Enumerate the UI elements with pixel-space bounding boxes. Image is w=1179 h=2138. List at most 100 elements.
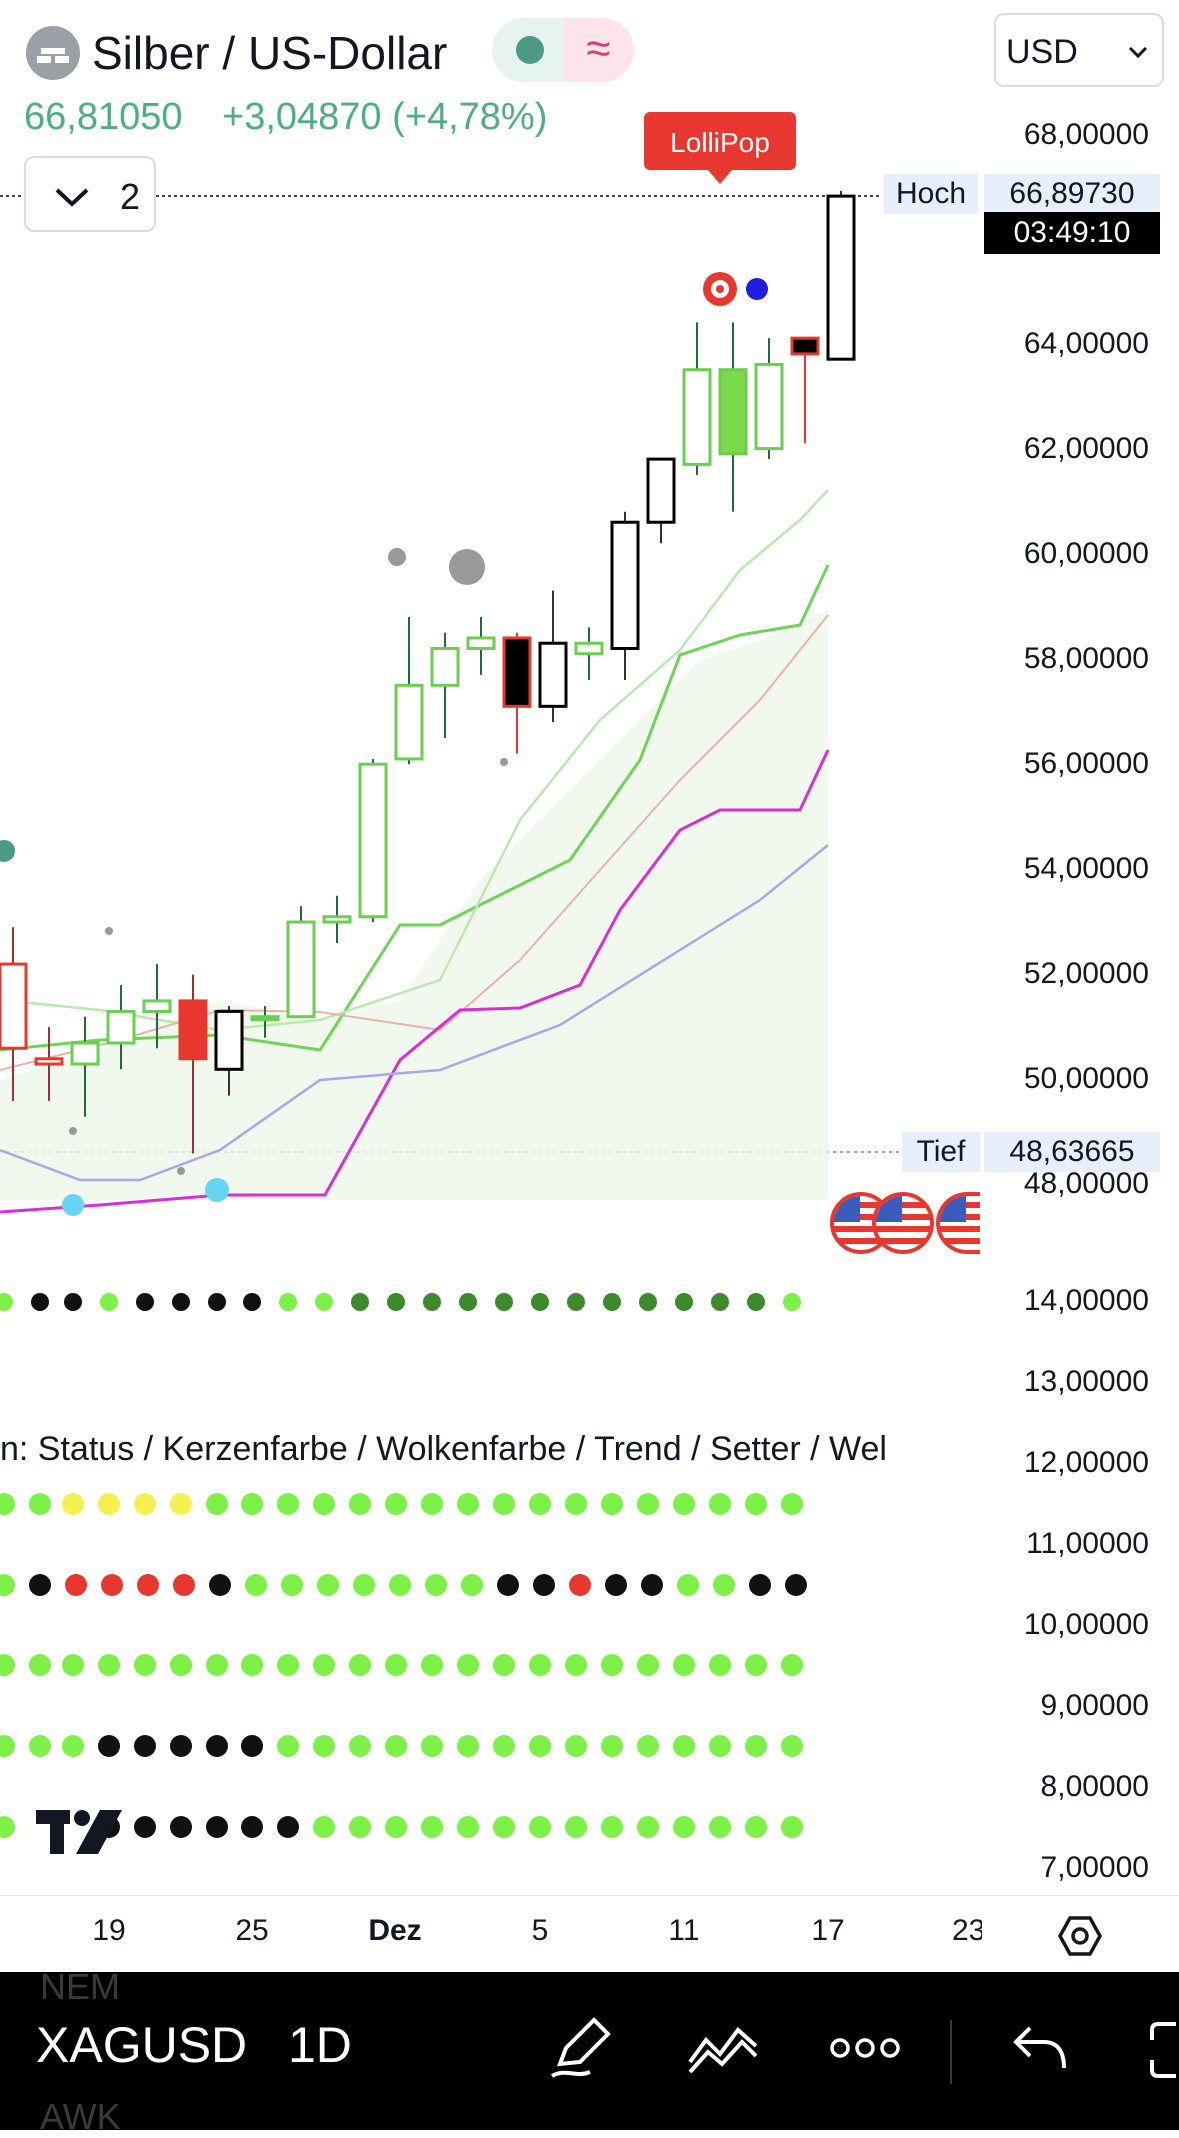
date-axis-label: Dez [368, 1914, 422, 1947]
indicator-dot [421, 1493, 443, 1515]
candle-body [790, 336, 820, 356]
price-chart[interactable] [0, 0, 1179, 1895]
indicator-dot [31, 1293, 49, 1311]
candle-body [286, 920, 316, 1019]
indicator-dot [713, 1574, 735, 1596]
indicator-dot [208, 1293, 226, 1311]
indicator-dot [0, 1735, 15, 1757]
indicator-dot [569, 1574, 591, 1596]
chevron-down-icon [1128, 46, 1148, 59]
indicator-dot [781, 1816, 803, 1838]
indicator-dot [785, 1574, 807, 1596]
symbol-button[interactable]: XAGUSD [36, 2017, 246, 2073]
price-axis-label: 60,00000 [1023, 537, 1149, 570]
indicator-dot [385, 1735, 407, 1757]
indicator-dot [495, 1293, 513, 1311]
indicator-dot [170, 1816, 192, 1838]
indicator-dot [457, 1654, 479, 1676]
indicator-dot [313, 1654, 335, 1676]
indicator-dot [605, 1574, 627, 1596]
candle-body [250, 1015, 280, 1022]
indicator-dot [277, 1816, 299, 1838]
indicator-dot [749, 1574, 771, 1596]
indicator-dot [62, 1735, 84, 1757]
indicator-dot [711, 1293, 729, 1311]
last-price: 66,81050 [24, 96, 183, 138]
candle-body [358, 762, 388, 919]
date-axis-label-clipped: 23 [952, 1914, 982, 1947]
indicator-dot [421, 1654, 443, 1676]
ghost-symbol-top: NEM [40, 1966, 120, 2007]
candle-body [502, 636, 532, 708]
indicator-axis-label: 10,00000 [1023, 1608, 1149, 1641]
delay-wave-icon: ≈ [563, 18, 634, 82]
indicator-dot [533, 1574, 555, 1596]
indicator-dot [29, 1654, 51, 1676]
indicator-dot [245, 1574, 267, 1596]
price-axis-label: 68,00000 [1023, 118, 1149, 151]
indicator-title: n: Status / Kerzenfarbe / Wolkenfarbe / … [0, 1430, 887, 1468]
status-pill[interactable]: ≈ [492, 18, 634, 82]
candle-body [142, 999, 172, 1013]
indicator-dot [745, 1735, 767, 1757]
indicator-dot [677, 1574, 699, 1596]
indicator-dot [459, 1293, 477, 1311]
indicator-dot [279, 1293, 297, 1311]
price-axis-label: 62,00000 [1023, 432, 1149, 465]
indicator-dot [601, 1654, 623, 1676]
indicator-dot [423, 1293, 441, 1311]
indicator-dot [603, 1293, 621, 1311]
signal-dot [105, 927, 113, 935]
indicator-dot [709, 1816, 731, 1838]
indicator-dot [565, 1654, 587, 1676]
indicator-dot [134, 1816, 156, 1838]
indicator-dot [531, 1293, 549, 1311]
indicator-dot [673, 1654, 695, 1676]
pencil-draw-icon[interactable] [546, 2012, 616, 2082]
indicator-dot [243, 1293, 261, 1311]
candle-body [682, 368, 712, 466]
indicators-toggle[interactable]: 2 [24, 156, 156, 232]
indicator-dot [567, 1293, 585, 1311]
price-axis-label: 56,00000 [1023, 747, 1149, 780]
indicator-dot [353, 1574, 375, 1596]
price-axis-label: 54,00000 [1023, 852, 1149, 885]
indicator-dot [387, 1293, 405, 1311]
indicator-dot [565, 1493, 587, 1515]
candle-body [646, 457, 676, 524]
more-icon[interactable] [830, 2036, 900, 2060]
undo-icon[interactable] [1010, 2022, 1068, 2074]
date-axis-label: 25 [235, 1914, 269, 1947]
lollipop-badge[interactable]: LolliPop [644, 112, 796, 170]
indicator-dot [389, 1574, 411, 1596]
indicator-dot [781, 1735, 803, 1757]
indicator-dot [206, 1816, 228, 1838]
indicator-dot [385, 1654, 407, 1676]
signal-dot [746, 278, 768, 300]
fullscreen-icon[interactable] [1148, 2020, 1179, 2080]
indicator-dot [313, 1735, 335, 1757]
us-flag-event-icon[interactable] [936, 1192, 980, 1254]
indicator-dot [349, 1654, 371, 1676]
currency-select[interactable]: USD [994, 13, 1164, 87]
chart-settings-icon[interactable] [1056, 1912, 1104, 1960]
lollipop-pointer [708, 170, 732, 184]
indicator-dot [349, 1735, 371, 1757]
indicator-dot [747, 1293, 765, 1311]
indicator-dot [277, 1493, 299, 1515]
indicator-dot [425, 1574, 447, 1596]
indicators-icon[interactable] [686, 2018, 760, 2078]
candle-body [0, 962, 28, 1050]
indicator-axis-label: 8,00000 [1040, 1770, 1149, 1803]
indicator-dot [241, 1816, 263, 1838]
us-flag-event-icon[interactable] [872, 1192, 934, 1254]
indicator-dot [673, 1735, 695, 1757]
candle-body [178, 999, 208, 1061]
symbol-logo [26, 26, 80, 80]
candle-body [574, 641, 604, 656]
timeframe-button[interactable]: 1D [288, 2017, 352, 2073]
symbol-title[interactable]: Silber / US-Dollar [92, 27, 448, 79]
indicator-dot [709, 1654, 731, 1676]
price-axis-label: 50,00000 [1023, 1062, 1149, 1095]
indicator-axis-label: 9,00000 [1040, 1689, 1149, 1722]
